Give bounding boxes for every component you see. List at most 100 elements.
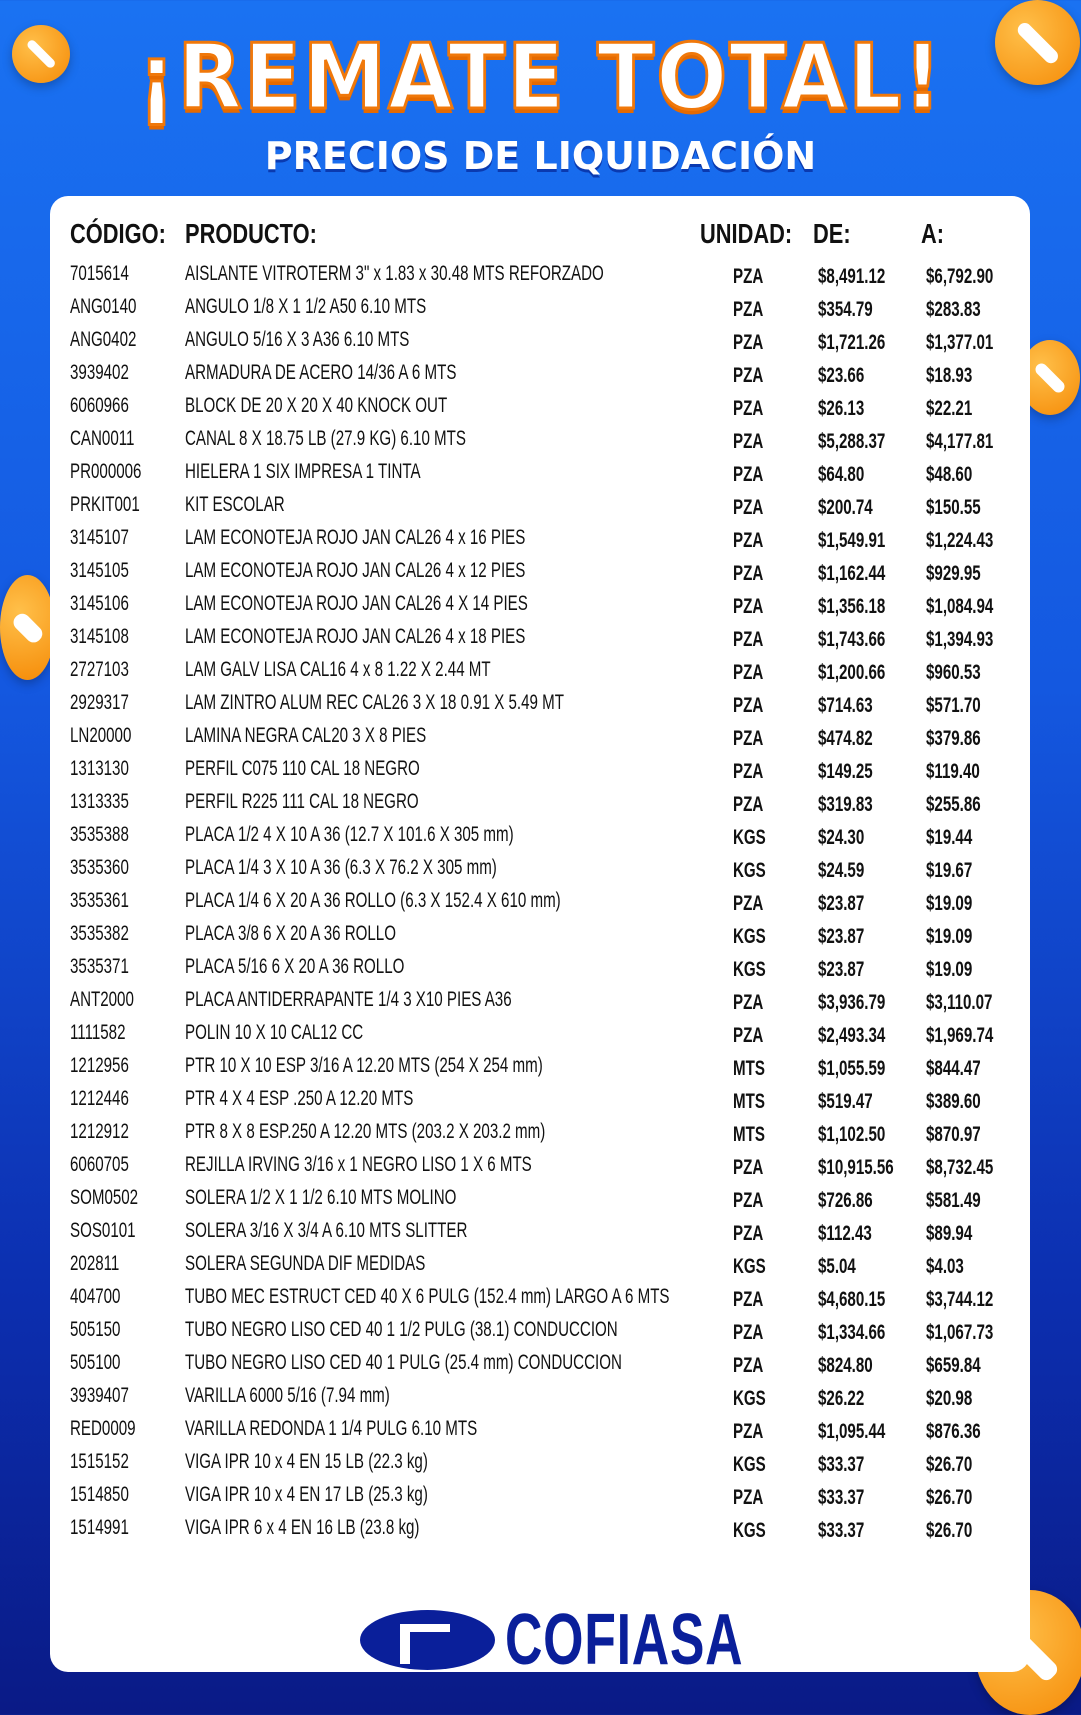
product-name: CANAL 8 X 18.75 LB (27.9 KG) 6.10 MTS	[185, 427, 466, 450]
page-subtitle: PRECIOS DE LIQUIDACIÓN	[264, 134, 817, 178]
price-to: $26.70	[926, 1519, 973, 1542]
price-to: $960.53	[926, 661, 981, 684]
product-name: TUBO NEGRO LISO CED 40 1 PULG (25.4 mm) …	[185, 1351, 622, 1374]
percent-badge-icon	[995, 0, 1080, 85]
price-from: $26.22	[818, 1387, 865, 1410]
product-name: LAM ECONOTEJA ROJO JAN CAL26 4 x 12 PIES	[185, 559, 526, 582]
table-row: LN20000 LAMINA NEGRA CAL20 3 X 8 PIES PZA $…	[0, 724, 1081, 757]
price-from: $5,288.37	[818, 430, 886, 453]
price-from: $1,102.50	[818, 1123, 886, 1146]
price-to: $4,177.81	[926, 430, 994, 453]
unit: PZA	[733, 1024, 764, 1047]
product-code: ANG0402	[70, 328, 137, 351]
column-header-unit: UNIDAD:	[700, 218, 793, 249]
price-to: $929.95	[926, 562, 981, 585]
product-name: VARILLA REDONDA 1 1/4 PULG 6.10 MTS	[185, 1417, 478, 1440]
product-name: VIGA IPR 10 x 4 EN 15 LB (22.3 kg)	[185, 1450, 428, 1473]
table-row: 6060966 BLOCK DE 20 X 20 X 40 KNOCK OUT PZ…	[0, 394, 1081, 427]
price-from: $354.79	[818, 298, 873, 321]
unit: KGS	[733, 1387, 766, 1410]
product-code: 3145106	[70, 592, 129, 615]
table-row: 1313130 PERFIL C075 110 CAL 18 NEGRO PZA $1…	[0, 757, 1081, 790]
product-code: 1212912	[70, 1120, 129, 1143]
product-code: 1514850	[70, 1483, 129, 1506]
product-name: VIGA IPR 6 x 4 EN 16 LB (23.8 kg)	[185, 1516, 420, 1539]
price-from: $519.47	[818, 1090, 873, 1113]
price-from: $1,055.59	[818, 1057, 886, 1080]
price-to: $19.67	[926, 859, 973, 882]
price-from: $64.80	[818, 463, 865, 486]
column-header-product: PRODUCTO:	[185, 218, 317, 249]
price-from: $23.87	[818, 892, 865, 915]
table-row: 3535360 PLACA 1/4 3 X 10 A 36 (6.3 X 76.2…	[0, 856, 1081, 889]
table-row: 3939402 ARMADURA DE ACERO 14/36 A 6 MTS PZ…	[0, 361, 1081, 394]
price-from: $714.63	[818, 694, 873, 717]
unit: PZA	[733, 595, 764, 618]
unit: PZA	[733, 397, 764, 420]
price-to: $3,110.07	[926, 991, 993, 1014]
price-from: $1,200.66	[818, 661, 886, 684]
product-name: ARMADURA DE ACERO 14/36 A 6 MTS	[185, 361, 457, 384]
product-code: 3535371	[70, 955, 129, 978]
unit: PZA	[733, 1222, 764, 1245]
price-from: $26.13	[818, 397, 865, 420]
price-to: $20.98	[926, 1387, 973, 1410]
price-from: $200.74	[818, 496, 873, 519]
price-to: $1,224.43	[926, 529, 994, 552]
unit: PZA	[733, 265, 764, 288]
table-row: 2727103 LAM GALV LISA CAL16 4 x 8 1.22 X …	[0, 658, 1081, 691]
price-to: $659.84	[926, 1354, 981, 1377]
price-from: $3,936.79	[818, 991, 886, 1014]
price-to: $18.93	[926, 364, 973, 387]
table-row: 1514991 VIGA IPR 6 x 4 EN 16 LB (23.8 kg)…	[0, 1516, 1081, 1549]
product-name: PLACA 5/16 6 X 20 A 36 ROLLO	[185, 955, 405, 978]
page-title: ¡REMATE TOTAL!	[136, 25, 944, 130]
table-row: 1212912 PTR 8 X 8 ESP.250 A 12.20 MTS (20…	[0, 1120, 1081, 1153]
product-name: TUBO MEC ESTRUCT CED 40 X 6 PULG (152.4 …	[185, 1285, 670, 1308]
product-name: PLACA 1/2 4 X 10 A 36 (12.7 X 101.6 X 30…	[185, 823, 514, 846]
price-from: $24.59	[818, 859, 865, 882]
product-code: 3939402	[70, 361, 129, 384]
price-to: $844.47	[926, 1057, 981, 1080]
unit: PZA	[733, 793, 764, 816]
table-row: 3535388 PLACA 1/2 4 X 10 A 36 (12.7 X 101…	[0, 823, 1081, 856]
price-to: $3,744.12	[926, 1288, 994, 1311]
table-row: 3145106 LAM ECONOTEJA ROJO JAN CAL26 4 X …	[0, 592, 1081, 625]
product-code: ANT2000	[70, 988, 134, 1011]
percent-badge-icon	[0, 575, 55, 680]
product-name: LAMINA NEGRA CAL20 3 X 8 PIES	[185, 724, 427, 747]
unit: PZA	[733, 760, 764, 783]
unit: PZA	[733, 1156, 764, 1179]
price-to: $26.70	[926, 1486, 973, 1509]
product-code: 2929317	[70, 691, 129, 714]
price-from: $726.86	[818, 1189, 873, 1212]
product-code: LN20000	[70, 724, 132, 747]
price-to: $1,377.01	[926, 331, 994, 354]
percent-badge-icon	[1020, 340, 1080, 415]
product-name: LAM GALV LISA CAL16 4 x 8 1.22 X 2.44 MT	[185, 658, 491, 681]
price-to: $48.60	[926, 463, 973, 486]
unit: PZA	[733, 1189, 764, 1212]
product-code: CAN0011	[70, 427, 135, 450]
product-code: SOS0101	[70, 1219, 136, 1242]
product-name: SOLERA 3/16 X 3/4 A 6.10 MTS SLITTER	[185, 1219, 468, 1242]
product-name: PTR 10 X 10 ESP 3/16 A 12.20 MTS (254 X …	[185, 1054, 543, 1077]
product-code: PR000006	[70, 460, 142, 483]
product-code: 1514991	[70, 1516, 129, 1539]
product-name: PLACA 1/4 3 X 10 A 36 (6.3 X 76.2 X 305 …	[185, 856, 497, 879]
table-row: 202811 SOLERA SEGUNDA DIF MEDIDAS KGS $5.04…	[0, 1252, 1081, 1285]
product-name: ANGULO 5/16 X 3 A36 6.10 MTS	[185, 328, 410, 351]
price-to: $571.70	[926, 694, 981, 717]
price-to: $22.21	[926, 397, 973, 420]
price-from: $474.82	[818, 727, 873, 750]
product-code: RED0009	[70, 1417, 136, 1440]
table-row: 7015614 AISLANTE VITROTERM 3" x 1.83 x 30…	[0, 262, 1081, 295]
price-to: $1,084.94	[926, 595, 994, 618]
price-to: $379.86	[926, 727, 981, 750]
unit: PZA	[733, 694, 764, 717]
unit: KGS	[733, 1519, 766, 1542]
price-from: $33.37	[818, 1519, 865, 1542]
price-from: $1,162.44	[818, 562, 886, 585]
unit: PZA	[733, 1420, 764, 1443]
price-from: $1,549.91	[818, 529, 886, 552]
